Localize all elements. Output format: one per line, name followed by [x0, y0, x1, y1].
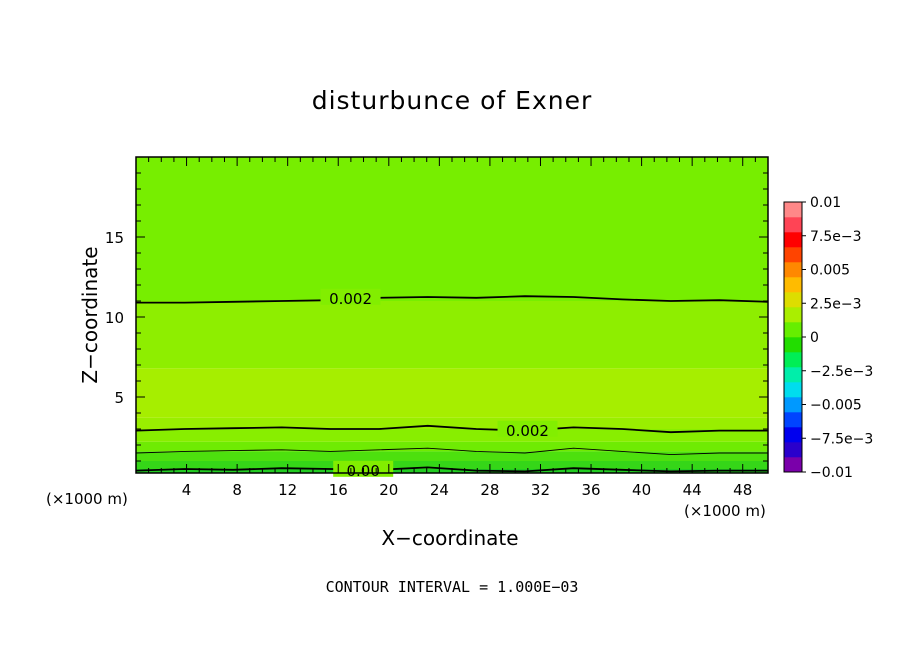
x-tick-label: 44	[683, 481, 702, 499]
y-axis-label: Z−coordinate	[78, 246, 102, 384]
x-tick-label: 40	[632, 481, 651, 499]
x-unit-right: (×1000 m)	[684, 502, 766, 520]
colorbar-swatch	[784, 307, 802, 323]
colorbar-swatch	[784, 337, 802, 353]
fill-band-1	[136, 461, 768, 469]
fill-band-5	[136, 417, 768, 429]
colorbar-swatch	[784, 217, 802, 233]
colorbar-label: −0.01	[810, 465, 853, 481]
colorbar-swatch	[784, 457, 802, 473]
colorbar-label: 0.01	[810, 195, 841, 211]
chart-title: disturbunce of Exner	[311, 86, 593, 115]
fill-band-7	[136, 301, 768, 369]
colorbar-swatch	[784, 367, 802, 383]
plot-fill-layer	[136, 157, 768, 473]
colorbar-swatch	[784, 292, 802, 308]
x-unit-left: (×1000 m)	[46, 490, 128, 508]
colorbar-swatch	[784, 232, 802, 248]
colorbar-label: 0	[810, 330, 819, 346]
colorbar: 0.01 7.5e−3 0.005 2.5e−3 0 −2.5e−3 −0.005 −7.5e…	[783, 195, 873, 481]
colorbar-swatch	[784, 247, 802, 263]
contour-line-2	[135, 447, 768, 456]
colorbar-swatch	[784, 277, 802, 293]
colorbar-swatch	[784, 442, 802, 458]
colorbar-swatch	[784, 427, 802, 443]
y-axis: 5 10 15	[105, 172, 768, 462]
fill-band-2	[136, 451, 768, 461]
x-axis: 4 8 12 16 20 24 28 32 36 40 44 48	[135, 157, 769, 499]
contour-interval-note: CONTOUR INTERVAL = 1.000E−03	[325, 578, 579, 596]
x-tick-label: 16	[329, 481, 348, 499]
colorbar-swatch	[784, 412, 802, 428]
x-tick-label: 24	[430, 481, 449, 499]
colorbar-swatch	[784, 202, 802, 218]
contour-line-1	[135, 424, 768, 434]
contour-line-0	[136, 295, 769, 304]
colorbar-label: −2.5e−3	[810, 364, 873, 380]
x-tick-label: 48	[733, 481, 752, 499]
colorbar-label: 2.5e−3	[810, 296, 862, 312]
x-tick-label: 20	[379, 481, 398, 499]
x-tick-label: 12	[278, 481, 297, 499]
contour-label-bg-0	[320, 288, 381, 305]
x-tick-label: 28	[480, 481, 499, 499]
contour-label-1: 0.002	[506, 422, 549, 440]
fill-band-4	[136, 429, 768, 442]
contour-label-bg-1	[497, 420, 558, 437]
x-tick-label: 36	[581, 481, 600, 499]
x-tick-label: 8	[232, 481, 242, 499]
x-axis-label: X−coordinate	[381, 526, 519, 550]
fill-band-8	[136, 157, 768, 301]
y-tick-label: 15	[105, 229, 124, 247]
x-tick-label: 32	[531, 481, 550, 499]
colorbar-swatch	[784, 322, 802, 338]
colorbar-label: −7.5e−3	[810, 431, 873, 447]
colorbar-swatch	[784, 382, 802, 398]
colorbar-swatch	[784, 352, 802, 368]
fill-band-3	[136, 441, 768, 452]
colorbar-label: 0.005	[810, 263, 850, 279]
colorbar-swatch	[784, 397, 802, 413]
y-tick-label: 10	[105, 309, 124, 327]
colorbar-swatch	[784, 262, 802, 278]
x-tick-label: 4	[182, 481, 192, 499]
colorbar-label: 7.5e−3	[810, 229, 862, 245]
contour-label-0: 0.002	[329, 290, 372, 308]
y-tick-label: 5	[114, 389, 124, 407]
fill-band-6	[136, 368, 768, 418]
colorbar-label: −0.005	[810, 398, 862, 414]
